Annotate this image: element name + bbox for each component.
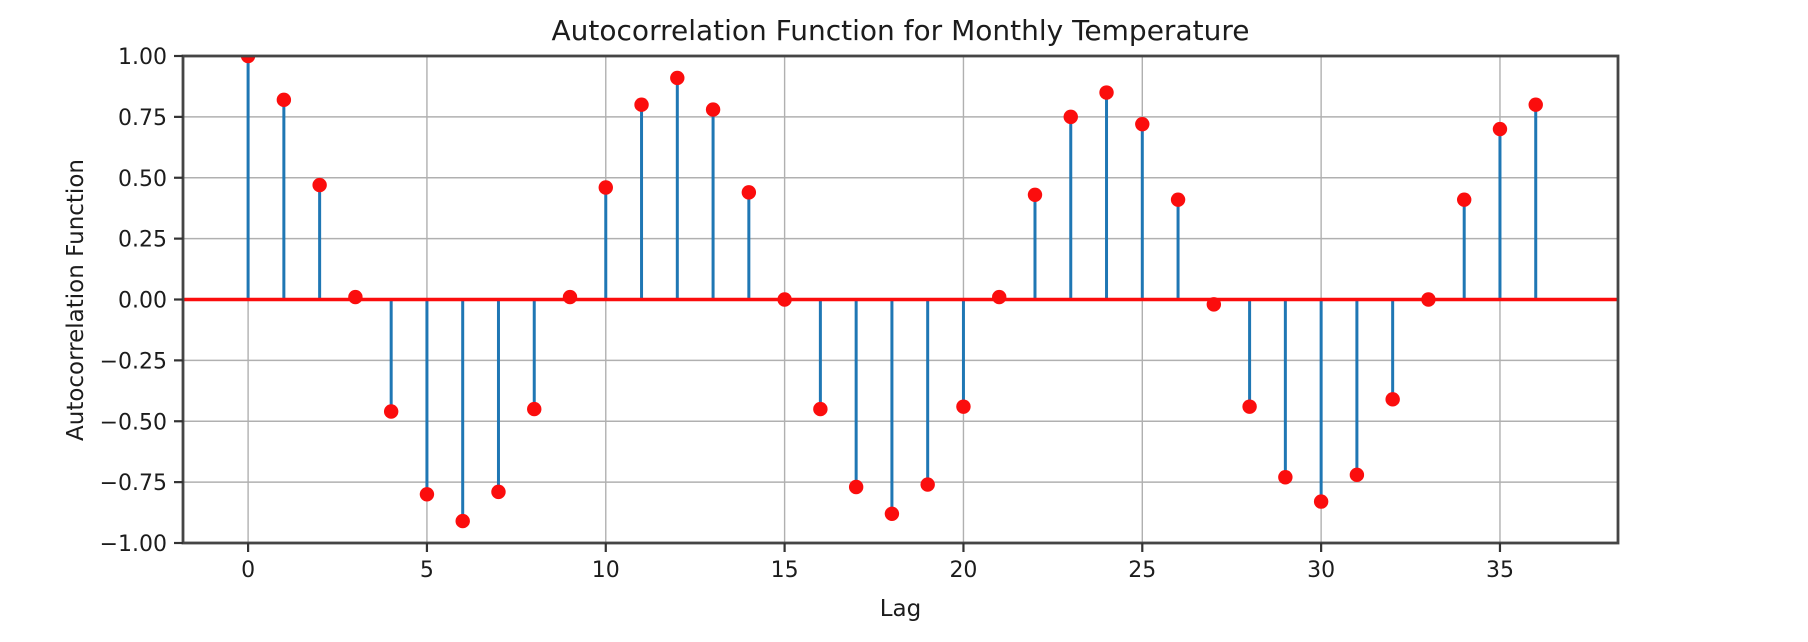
data-point-marker <box>491 484 506 500</box>
data-point-marker <box>1170 192 1186 207</box>
data-point-marker <box>920 477 935 492</box>
data-point-marker <box>562 289 578 305</box>
x-tick-label: 0 <box>241 558 255 583</box>
data-point-marker <box>956 399 971 414</box>
data-point-marker <box>1099 85 1114 100</box>
chart-title: Autocorrelation Function for Monthly Tem… <box>551 14 1250 47</box>
data-point-markers <box>240 56 1543 529</box>
data-point-marker <box>1278 470 1293 485</box>
data-point-marker <box>848 479 864 495</box>
data-point-marker <box>276 92 292 108</box>
axis-ticks-and-labels: 0 5 10 15 20 25 30 35 −1.00 −0.75 −0.50 −0.25 0.00 0.… <box>100 45 1514 583</box>
data-point-marker <box>813 401 828 417</box>
data-point-marker <box>1027 187 1043 202</box>
x-tick-label: 20 <box>949 558 977 583</box>
data-point-marker <box>1385 392 1400 407</box>
data-point-marker <box>1421 292 1436 307</box>
y-tick-label: −1.00 <box>100 532 167 557</box>
data-point-marker <box>1313 494 1329 509</box>
stem-lines <box>246 56 1538 522</box>
x-tick-label: 5 <box>420 558 434 583</box>
data-point-marker <box>992 289 1007 305</box>
data-point-marker <box>527 401 542 417</box>
data-point-marker <box>884 506 900 521</box>
data-point-marker <box>598 180 613 195</box>
y-tick-label: −0.75 <box>100 471 167 496</box>
y-tick-label: 0.00 <box>118 289 167 314</box>
data-point-marker <box>1528 97 1543 112</box>
data-point-marker <box>383 404 399 419</box>
x-tick-label: 30 <box>1307 558 1335 583</box>
y-tick-label: 0.75 <box>118 106 167 131</box>
data-point-marker <box>1206 297 1222 312</box>
data-point-marker <box>1063 109 1078 125</box>
x-tick-label: 10 <box>592 558 620 583</box>
data-point-marker <box>1242 399 1257 414</box>
y-tick-label: −0.50 <box>100 410 167 435</box>
x-tick-label: 15 <box>771 558 799 583</box>
data-point-marker <box>705 102 721 117</box>
data-point-marker <box>419 487 435 502</box>
data-point-marker <box>777 292 792 307</box>
x-tick-label: 35 <box>1486 558 1514 583</box>
data-point-marker <box>634 97 649 112</box>
data-point-marker <box>1349 467 1365 483</box>
y-axis-label: Autocorrelation Function <box>63 159 89 441</box>
data-point-marker <box>455 513 470 529</box>
data-point-marker <box>1492 121 1508 137</box>
y-tick-label: 0.50 <box>118 167 167 192</box>
data-point-marker <box>670 70 685 86</box>
x-tick-label: 25 <box>1128 558 1156 583</box>
data-point-marker <box>348 289 363 305</box>
data-point-marker <box>312 177 327 193</box>
y-tick-label: 1.00 <box>118 45 167 70</box>
y-tick-label: 0.25 <box>118 228 167 253</box>
data-point-marker <box>1135 116 1150 132</box>
data-point-marker <box>741 185 757 200</box>
data-point-marker <box>1456 192 1472 207</box>
x-axis-label: Lag <box>879 596 922 622</box>
y-tick-label: −0.25 <box>100 349 167 374</box>
data-point-marker <box>240 56 256 64</box>
